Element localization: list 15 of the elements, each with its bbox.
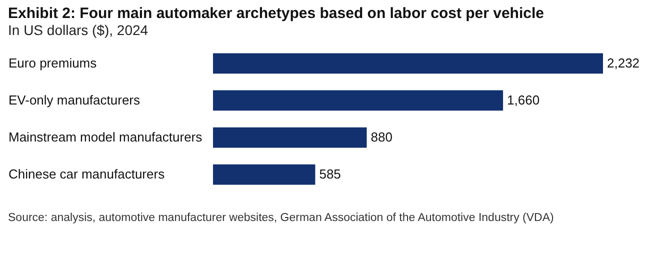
y-tick-label: EV-only manufacturers — [8, 92, 141, 108]
data-label: 585 — [319, 166, 341, 182]
source-note: Source: analysis, automotive manufacturer websites, German Association of the Automotive Industry (VDA) — [8, 212, 554, 224]
chart-title: Exhibit 2: Four main automaker archetypes based on labor cost per vehicle — [8, 5, 544, 22]
y-tick-label: Chinese car manufacturers — [8, 166, 166, 182]
data-label: 2,232 — [607, 55, 640, 70]
y-tick-label: Euro premiums — [8, 55, 98, 70]
data-label: 880 — [370, 130, 392, 145]
bar — [213, 127, 367, 148]
bar — [213, 53, 603, 74]
bar — [213, 90, 504, 111]
text: In US dollars ($), 2024 — [8, 22, 148, 38]
data-label: 1,660 — [507, 92, 540, 108]
bar — [213, 164, 316, 185]
y-tick-label: Mainstream model manufacturers — [8, 130, 203, 145]
